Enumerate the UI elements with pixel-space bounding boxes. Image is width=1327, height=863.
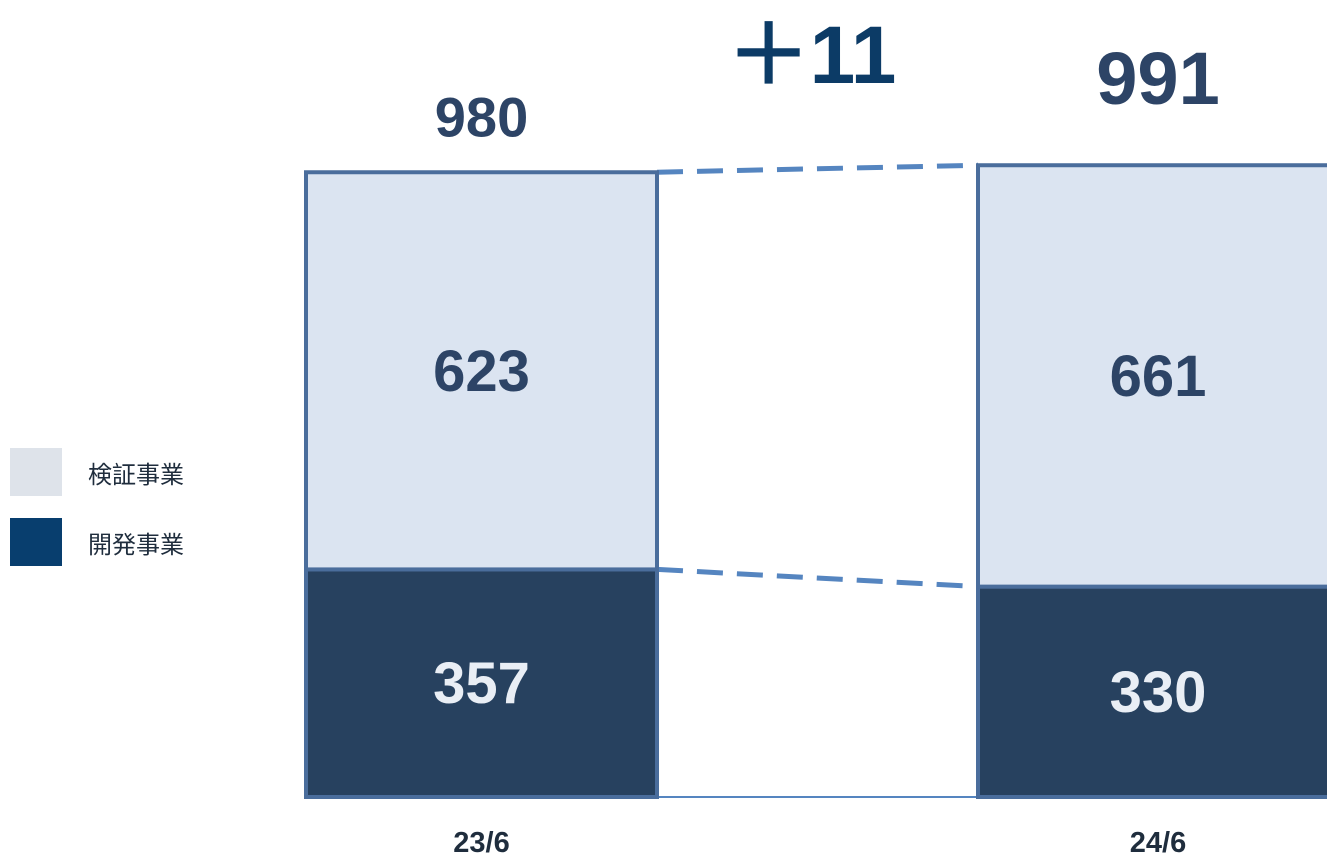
total-label-1: 991	[1096, 37, 1219, 120]
connector-lines	[656, 162, 979, 798]
legend-label-verification: 検証事業	[88, 460, 184, 489]
segment-label-development-1: 330	[1110, 660, 1207, 725]
segment-label-verification-1: 661	[1110, 344, 1207, 409]
category-label-0: 23/6	[453, 827, 509, 859]
total-label-0: 980	[435, 85, 528, 148]
legend-label-development: 開発事業	[88, 530, 184, 559]
difference-annotation: ＋11	[728, 10, 897, 101]
bar-segment-development-1	[976, 584, 1327, 799]
legend-swatch-verification	[10, 448, 62, 496]
bar-segment-development-0	[304, 567, 659, 799]
bar-segment-verification-1	[976, 163, 1327, 589]
legend: 検証事業 開発事業	[10, 448, 184, 588]
legend-item-development: 開発事業	[10, 518, 184, 566]
bar-segment-verification-0	[304, 170, 659, 572]
segment-label-development-0: 357	[433, 651, 530, 716]
connector-top	[656, 162, 979, 175]
segment-label-verification-0: 623	[433, 339, 530, 404]
connector-middle	[656, 566, 979, 590]
legend-item-verification: 検証事業	[10, 448, 184, 496]
bar-segments	[304, 163, 1327, 799]
category-label-1: 24/6	[1130, 827, 1186, 859]
legend-swatch-development	[10, 518, 62, 566]
chart-labels: 357 623 23/6 330 661 24/6 980 991 ＋11	[433, 10, 1220, 859]
